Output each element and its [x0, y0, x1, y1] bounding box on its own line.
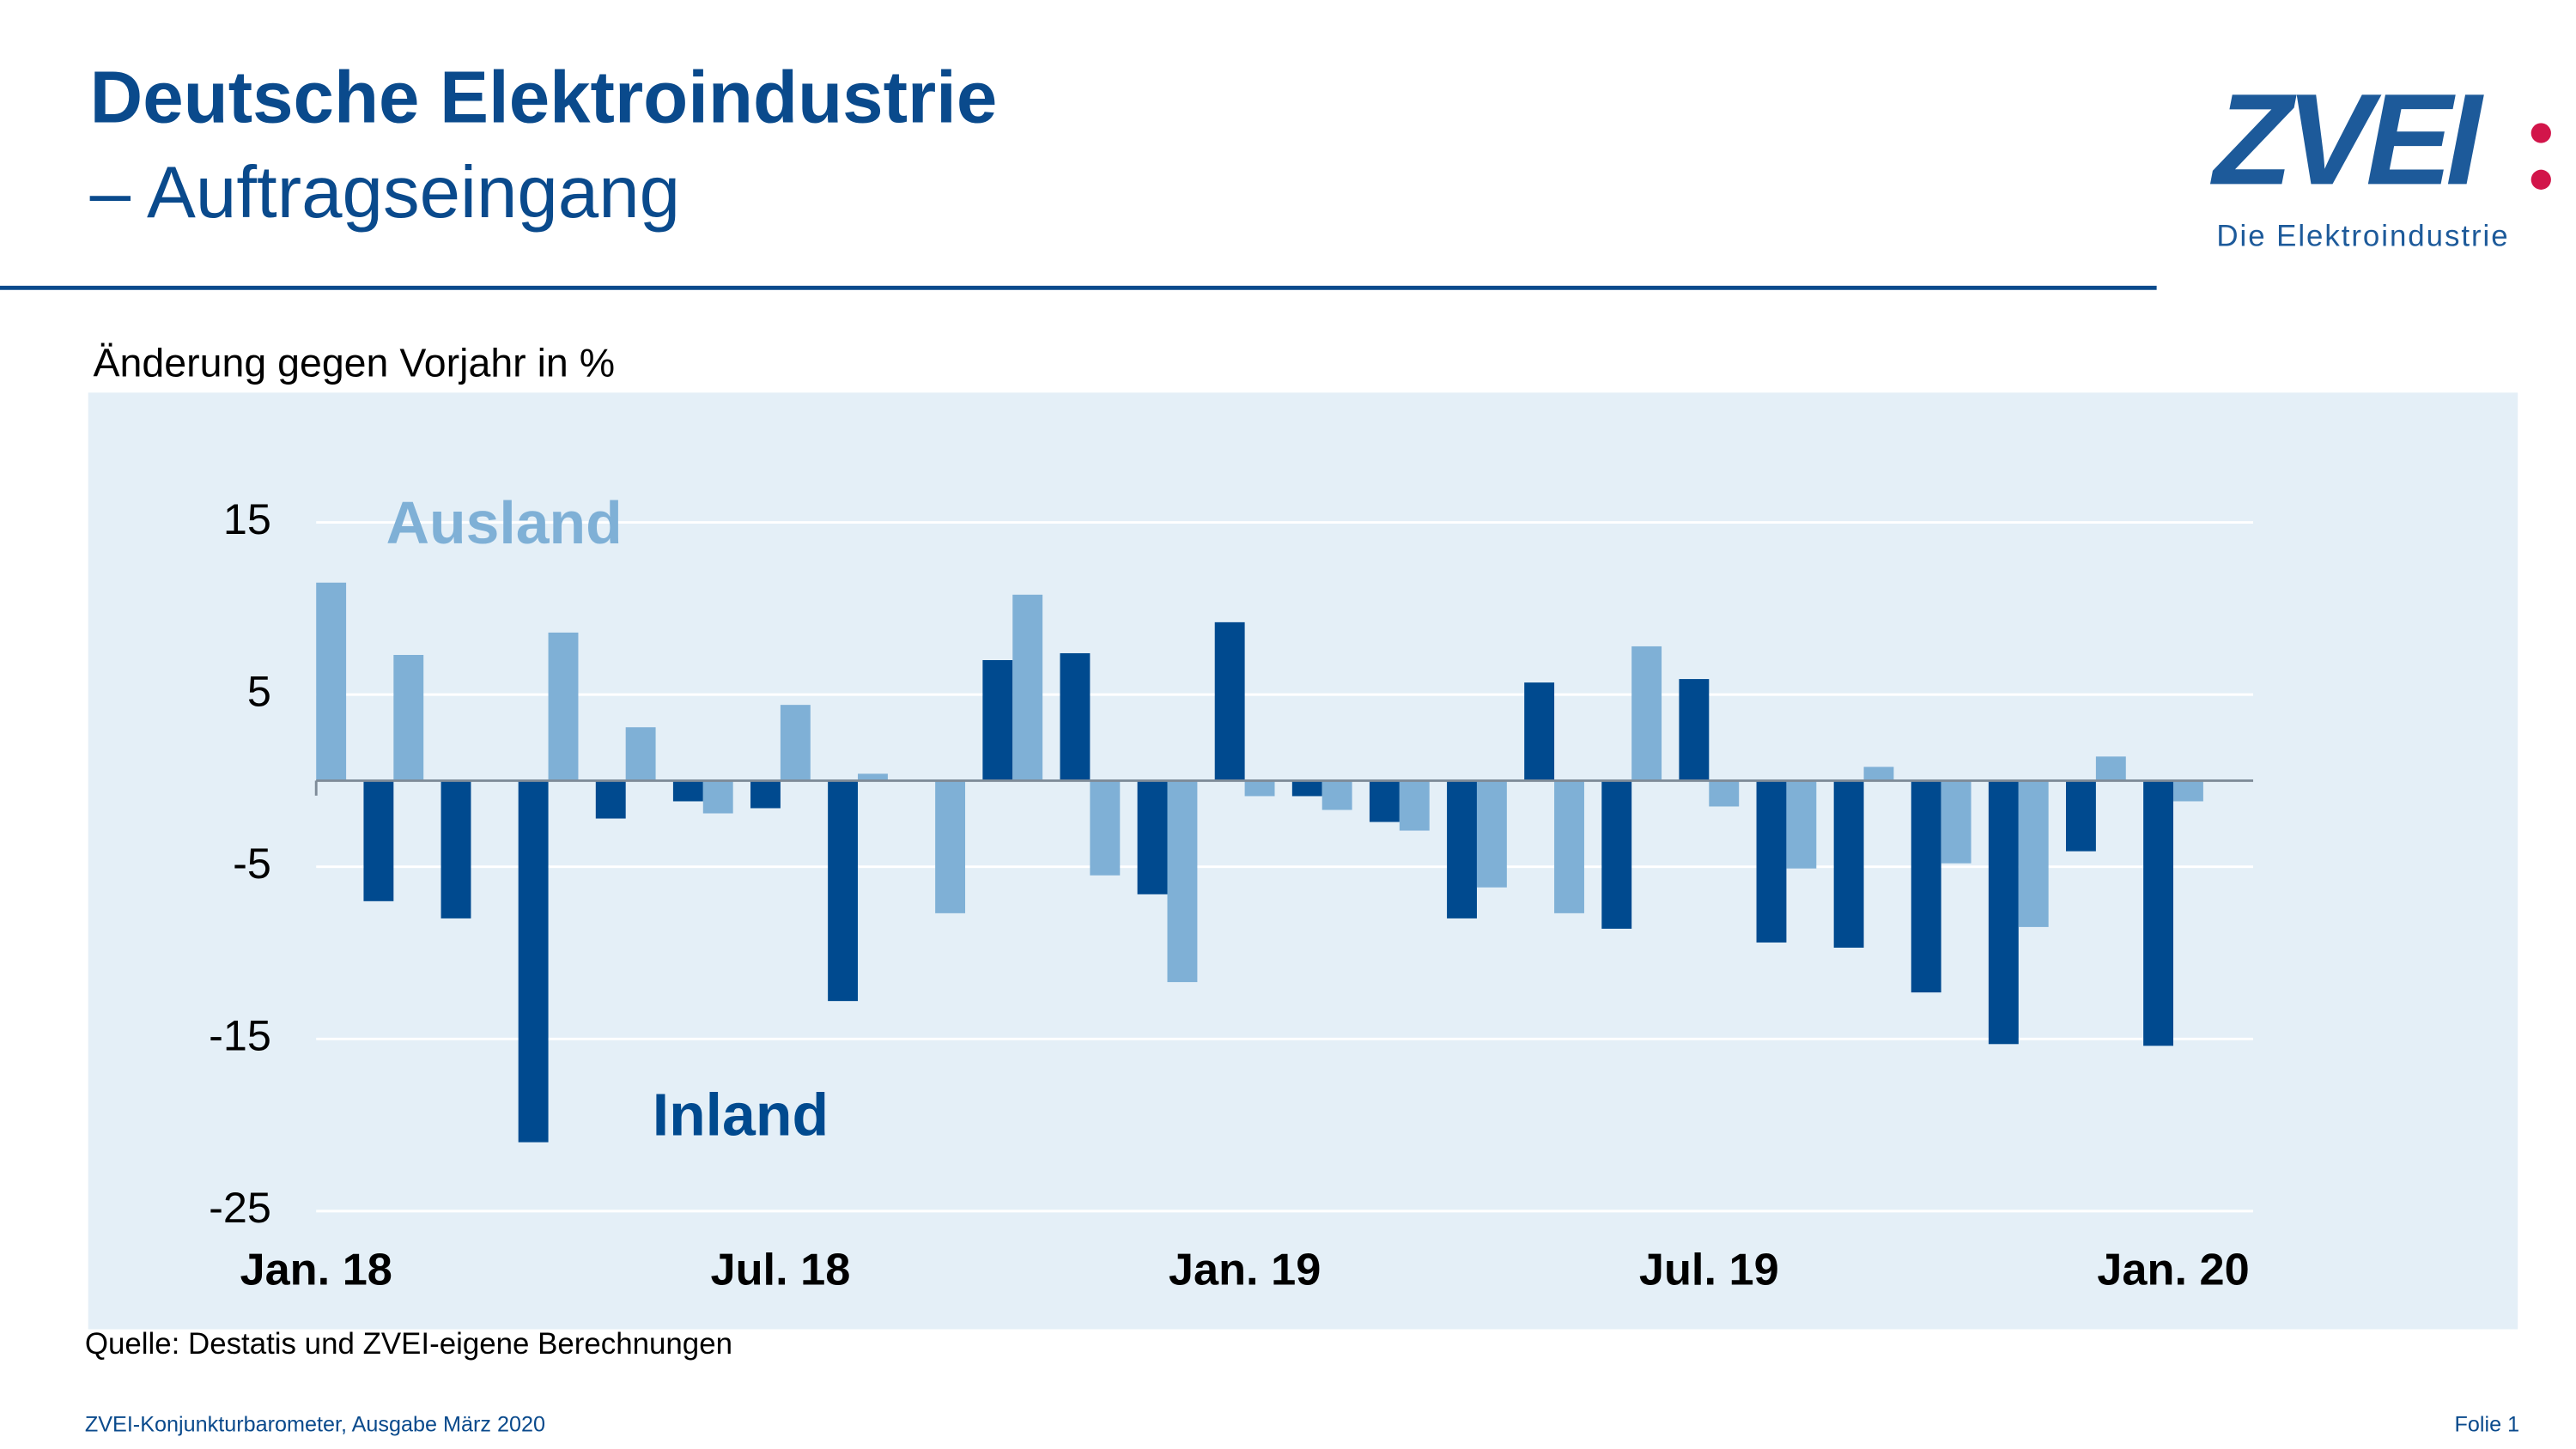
bar — [1631, 646, 1662, 781]
bar — [2143, 780, 2174, 1046]
y-tick-label: 15 — [223, 494, 271, 543]
bar — [548, 632, 579, 781]
bar — [672, 780, 703, 802]
bar — [1554, 780, 1584, 913]
bar — [1399, 780, 1430, 831]
x-tick-label: Jan. 18 — [240, 1245, 392, 1294]
x-tick-label: Jul. 19 — [1639, 1245, 1779, 1294]
series-label: Inland — [653, 1082, 829, 1149]
bar — [1709, 780, 1740, 807]
bar — [1137, 780, 1168, 894]
logo-tagline: Die Elektroindustrie — [2216, 219, 2509, 252]
bar — [2095, 756, 2126, 781]
y-tick-label: -25 — [209, 1183, 271, 1232]
y-tick-label: -5 — [233, 839, 271, 888]
plot-background — [88, 392, 2518, 1330]
y-axis-label: Änderung gegen Vorjahr in % — [94, 341, 616, 385]
bar — [1601, 780, 1632, 929]
bar — [1090, 780, 1121, 876]
bar — [780, 705, 811, 781]
bar — [316, 582, 347, 781]
footer-right: Folie 1 — [2454, 1413, 2519, 1437]
bar — [935, 780, 966, 913]
bar — [1911, 780, 1941, 993]
bar — [363, 780, 394, 901]
bar — [1941, 780, 1971, 864]
bar — [2066, 780, 2096, 852]
bar — [518, 780, 549, 1143]
bar — [393, 654, 424, 781]
bar — [1756, 780, 1787, 943]
bar — [2173, 780, 2203, 802]
series-label: Ausland — [386, 489, 623, 556]
bar — [1060, 652, 1091, 781]
bar — [750, 780, 781, 809]
bar — [1679, 679, 1710, 781]
x-tick-label: Jan. 20 — [2097, 1245, 2249, 1294]
bar — [828, 780, 859, 1002]
title: Deutsche Elektroindustrie — [90, 58, 998, 139]
bar — [1244, 780, 1275, 797]
subtitle: – Auftragseingang — [90, 152, 680, 233]
bar — [2018, 780, 2049, 927]
bar — [595, 780, 626, 819]
bar — [1214, 621, 1245, 781]
bar — [1988, 780, 2019, 1045]
bar — [982, 660, 1013, 781]
y-tick-label: -15 — [209, 1011, 271, 1060]
bar — [1321, 780, 1352, 810]
bar — [1447, 780, 1477, 919]
bar — [1833, 780, 1864, 948]
bar — [1291, 780, 1322, 797]
bar — [702, 780, 733, 814]
logo: ZVEI — [2210, 67, 2485, 212]
logo-dot — [2530, 123, 2551, 143]
bar — [1012, 594, 1043, 781]
footer-left: ZVEI-Konjunkturbarometer, Ausgabe März 2… — [85, 1413, 545, 1437]
bar — [440, 780, 471, 919]
y-tick-label: 5 — [247, 666, 271, 715]
bar — [1476, 780, 1507, 888]
bar — [1524, 682, 1555, 781]
bar — [625, 727, 656, 781]
x-tick-label: Jul. 18 — [710, 1245, 850, 1294]
source: Quelle: Destatis und ZVEI-eigene Berechn… — [85, 1327, 732, 1361]
bar — [1863, 767, 1894, 781]
x-tick-label: Jan. 19 — [1169, 1245, 1321, 1294]
bar — [858, 773, 888, 781]
bar — [1786, 780, 1817, 869]
bar — [1369, 780, 1400, 822]
logo-dot — [2530, 169, 2551, 190]
bar — [1167, 780, 1198, 983]
